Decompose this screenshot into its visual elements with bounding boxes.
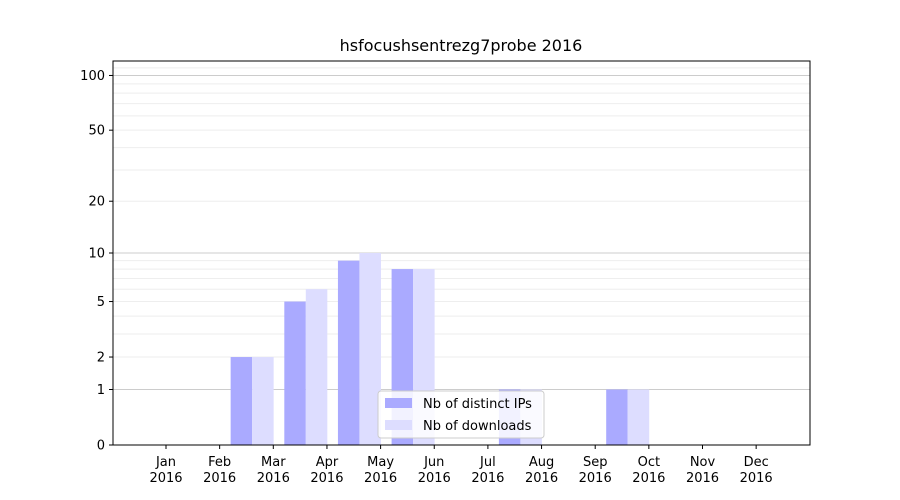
x-tick-label: Mar [261,455,286,470]
x-tick-label: Sep [583,455,608,470]
x-tick-label: Nov [690,455,716,470]
y-tick-label: 20 [88,195,105,210]
y-tick-label: 1 [97,383,105,398]
legend-swatch-downloads [385,420,412,430]
x-tick-label: Apr [316,455,339,470]
bar [305,289,328,445]
x-tick-label: 2016 [740,471,773,486]
legend-label-distinct-ips: Nb of distinct IPs [423,397,532,412]
bar [252,357,274,445]
x-axis-ticks: Jan2016Feb2016Mar2016Apr2016May2016Jun20… [149,445,773,486]
y-tick-label: 2 [97,351,105,366]
legend-swatch-distinct-ips [385,398,412,408]
x-tick-label: May [367,455,394,470]
x-tick-label: Feb [208,455,231,470]
x-tick-label: 2016 [257,471,290,486]
x-tick-label: Oct [638,455,660,470]
bar [230,357,253,445]
x-tick-label: 2016 [632,471,665,486]
y-tick-label: 10 [88,247,105,262]
y-axis-ticks: 0 1 2 5 10 20 50 100 [80,69,113,454]
chart-title: hsfocushsentrezg7probe 2016 [340,36,583,55]
x-tick-label: Dec [744,455,769,470]
x-tick-label: 2016 [471,471,504,486]
x-tick-label: Jan [155,455,176,470]
x-tick-label: 2016 [579,471,612,486]
y-tick-label: 100 [80,69,105,84]
legend: Nb of distinct IPs Nb of downloads [377,390,545,439]
bar [284,301,306,445]
legend-label-downloads: Nb of downloads [423,419,532,434]
x-tick-label: Aug [529,455,554,470]
x-tick-label: 2016 [686,471,719,486]
y-tick-label: 0 [97,439,105,454]
y-tick-label: 50 [88,124,105,139]
grid-layer [113,67,810,390]
legend-box [377,390,545,439]
x-tick-label: Jun [423,455,444,470]
x-tick-label: 2016 [203,471,236,486]
bars-layer [230,253,650,445]
bar [337,260,360,445]
x-tick-label: 2016 [418,471,451,486]
x-tick-label: 2016 [525,471,558,486]
x-tick-label: 2016 [364,471,397,486]
x-tick-label: 2016 [149,471,182,486]
bar [359,253,381,445]
y-tick-label: 5 [97,295,105,310]
bar [606,389,628,445]
x-tick-label: Jul [479,455,496,470]
bar [627,389,650,445]
x-tick-label: 2016 [310,471,343,486]
